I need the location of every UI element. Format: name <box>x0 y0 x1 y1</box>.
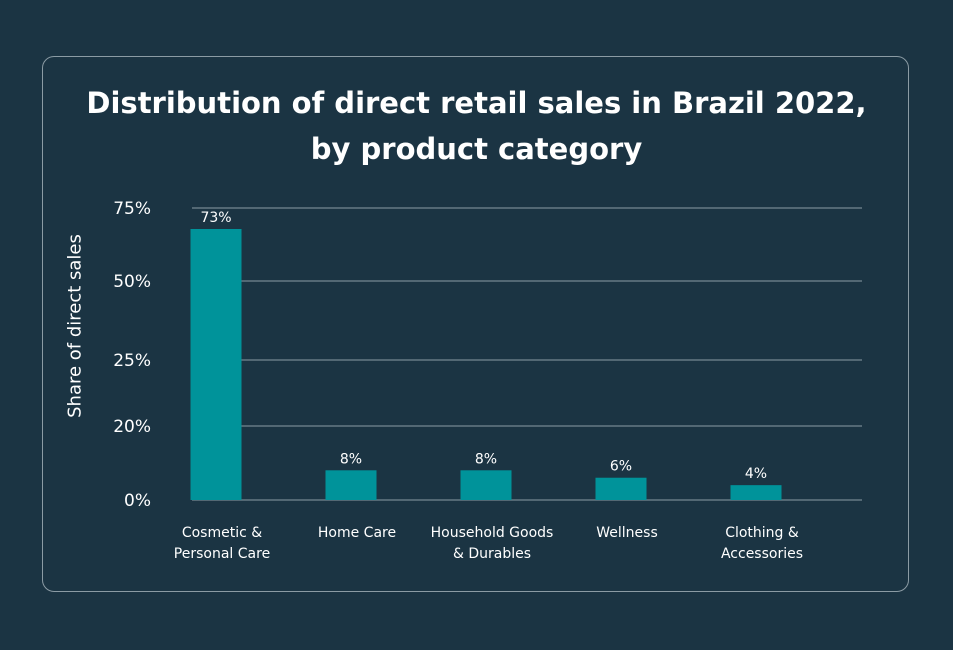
y-tick-label: 0% <box>124 491 151 511</box>
bar-value-label: 8% <box>340 451 362 467</box>
chart-title-line-2: by product category <box>310 132 643 166</box>
y-tick-label: 50% <box>113 272 151 292</box>
chart-card <box>42 56 909 592</box>
chart-title: Distribution of direct retail sales in B… <box>0 80 953 172</box>
x-category-label: Cosmetic & Personal Care <box>174 525 270 562</box>
bar <box>595 477 647 500</box>
bar-value-label: 4% <box>745 466 767 482</box>
bar-value-label: 8% <box>475 451 497 467</box>
x-category-label: Home Care <box>318 525 396 541</box>
x-category-label: Household Goods & Durables <box>431 525 554 562</box>
x-category-label: Clothing & Accessories <box>721 525 803 562</box>
y-tick-label: 75% <box>113 199 151 219</box>
y-tick-label: 20% <box>113 417 151 437</box>
y-tick-label: 25% <box>113 351 151 371</box>
bar <box>190 229 242 500</box>
x-category-label: Wellness <box>596 525 658 541</box>
chart-title-line-1: Distribution of direct retail sales in B… <box>86 86 867 120</box>
bar <box>325 470 377 500</box>
bar <box>460 470 512 500</box>
bar-value-label: 73% <box>200 210 231 226</box>
bar-value-label: 6% <box>610 459 632 475</box>
bar <box>730 485 782 500</box>
